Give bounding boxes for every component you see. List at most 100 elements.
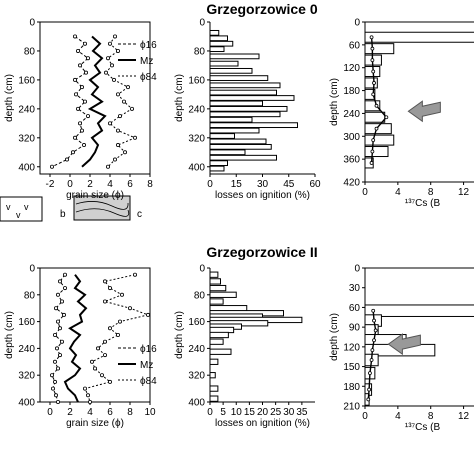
series-line-1 <box>81 35 107 168</box>
y-tick-label: 80 <box>24 46 36 57</box>
y-tick-label: 210 <box>343 402 360 413</box>
y-axis-label: depth (cm) <box>4 311 15 359</box>
data-point <box>90 359 95 364</box>
y-tick-label: 160 <box>18 317 35 328</box>
cs-profile-line <box>370 37 388 164</box>
data-point <box>126 85 131 90</box>
x-axis-label: ¹³⁷Cs (B <box>405 422 441 433</box>
panel-bottom-grain: 0 80 160 240 320 400 0 2 4 6 8 10 grain size (ϕ) dept… <box>4 264 157 430</box>
data-point <box>372 81 376 85</box>
data-point <box>116 92 121 97</box>
data-point <box>78 121 83 126</box>
data-point <box>80 128 85 133</box>
x-tick-label: 0 <box>207 407 213 418</box>
x-tick-label: 4 <box>395 187 401 198</box>
data-point <box>369 161 374 165</box>
x-tick-label: 60 <box>309 179 321 190</box>
data-point <box>129 106 134 111</box>
y-tick-label: 180 <box>343 86 360 97</box>
data-point <box>108 286 113 291</box>
legend-c-label: c <box>137 209 142 220</box>
bar <box>209 111 281 118</box>
data-point <box>372 318 376 323</box>
y-tick-label: 300 <box>343 132 360 143</box>
legend-label: ϕ16 <box>140 40 157 51</box>
y-tick-label: 400 <box>188 162 205 173</box>
data-point <box>118 114 123 119</box>
x-tick-label: 8 <box>147 179 153 190</box>
data-point <box>60 299 65 304</box>
bar <box>209 358 219 365</box>
peak-arrow <box>407 100 441 123</box>
data-point <box>53 379 58 384</box>
y-axis-label: depth (cm) <box>174 311 185 359</box>
y-tick-label: 240 <box>18 344 35 355</box>
y-tick-label: 0 <box>199 264 205 275</box>
x-tick-label: 8 <box>428 187 434 198</box>
data-point <box>145 312 150 317</box>
x-tick-label: 0 <box>362 187 368 198</box>
data-point <box>62 312 67 317</box>
y-tick-label: 400 <box>18 162 35 173</box>
data-point <box>374 103 379 108</box>
data-point <box>113 34 118 39</box>
y-tick-label: 160 <box>188 317 205 328</box>
legend-label: Mz <box>140 360 153 371</box>
x-tick-label: 12 <box>458 187 470 198</box>
x-axis-label: grain size (ϕ) <box>66 190 124 201</box>
plot-frame <box>39 267 151 403</box>
data-point <box>370 46 375 51</box>
y-tick-label: 0 <box>29 18 35 29</box>
data-point <box>73 34 78 39</box>
data-point <box>96 346 101 351</box>
y-tick-label: 0 <box>354 264 360 275</box>
data-point <box>60 339 65 344</box>
data-point <box>56 366 61 371</box>
x-tick-label: 0 <box>362 411 368 422</box>
data-point <box>108 121 113 126</box>
data-point <box>93 366 98 371</box>
series-line-2 <box>84 274 150 403</box>
y-tick-label: 80 <box>194 290 206 301</box>
data-point <box>132 135 137 140</box>
data-point <box>370 58 375 62</box>
bar <box>209 278 221 285</box>
data-point <box>53 359 58 364</box>
legend-b: v v v b <box>0 196 66 222</box>
data-point <box>83 386 88 391</box>
data-point <box>100 373 105 378</box>
y-tick-label: 240 <box>18 104 35 115</box>
data-point <box>118 319 123 324</box>
data-point <box>103 339 108 344</box>
data-point <box>370 149 375 154</box>
data-point <box>56 319 61 324</box>
bar <box>209 338 224 345</box>
data-point <box>86 56 91 61</box>
data-point <box>366 397 371 402</box>
data-point <box>132 272 137 277</box>
data-point <box>80 85 85 90</box>
bar <box>209 395 219 402</box>
data-point <box>51 386 56 391</box>
data-point <box>76 106 81 111</box>
data-point <box>63 286 68 291</box>
bar <box>209 160 228 167</box>
x-tick-label: 4 <box>107 179 113 190</box>
x-tick-label: 25 <box>270 407 282 418</box>
legend-c: c <box>73 195 142 221</box>
data-point <box>116 143 121 148</box>
x-axis-label: grain size (ϕ) <box>66 418 124 429</box>
y-tick-label: 80 <box>194 46 206 57</box>
bar <box>364 304 474 317</box>
bar <box>209 138 267 145</box>
y-tick-label: 30 <box>349 283 361 294</box>
data-point <box>78 63 83 68</box>
data-point <box>50 373 55 378</box>
data-point <box>50 164 55 169</box>
x-tick-label: 8 <box>428 411 434 422</box>
y-tick-label: 60 <box>349 303 361 314</box>
legend-c-hatch <box>75 201 130 217</box>
